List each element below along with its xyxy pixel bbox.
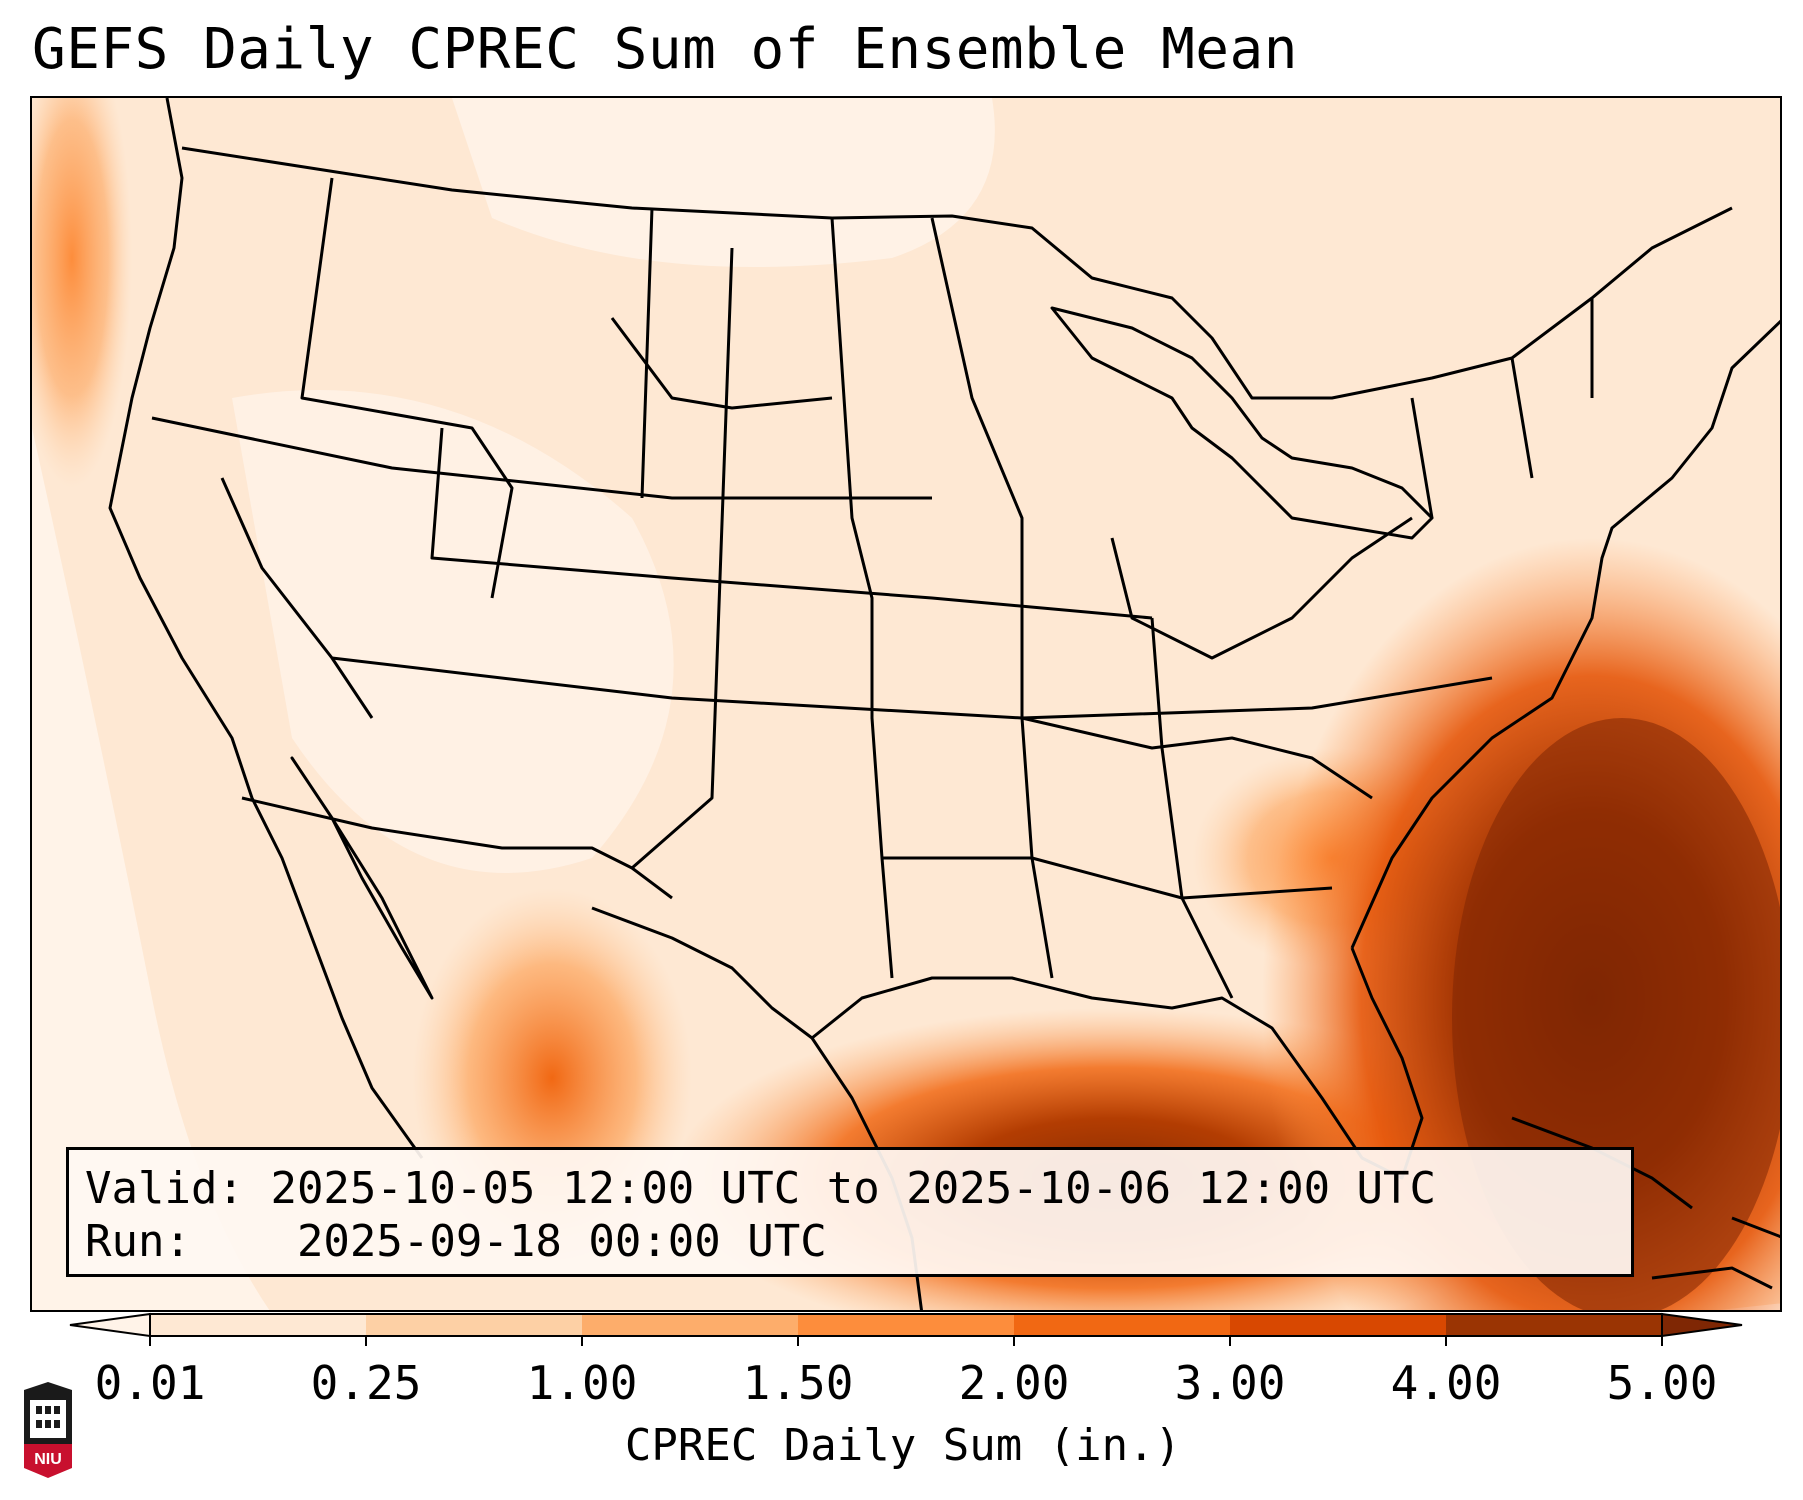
state-line-12	[882, 856, 1333, 900]
state-line-6	[631, 207, 734, 870]
pacific-light-field	[32, 428, 270, 1310]
east-coastline	[1350, 319, 1780, 949]
niu-logo: NIU	[24, 1382, 72, 1478]
colorbar-segments	[69, 1312, 1743, 1338]
colorbar-extend-high	[1661, 1312, 1743, 1338]
run-label: Run:	[85, 1216, 191, 1267]
university-tower-icon	[24, 1382, 72, 1478]
state-line-2	[151, 416, 932, 500]
colorbar-segment	[1230, 1314, 1446, 1336]
state-line-4	[430, 427, 1153, 620]
colorbar-segment	[366, 1314, 582, 1336]
pacific-nw-band	[32, 98, 132, 488]
map-boundaries	[108, 98, 1780, 1310]
colorbar-segment	[798, 1314, 1014, 1336]
colorbar-outline	[149, 1313, 1663, 1337]
colorbar-extend-low	[69, 1312, 151, 1338]
state-line-13	[1410, 298, 1594, 519]
colorbar-tick-label: 2.00	[958, 1356, 1070, 1410]
colorbar-tick-label: 4.00	[1390, 1356, 1502, 1410]
colorbar-tick-label: 0.01	[94, 1356, 206, 1410]
colorbar-segment	[582, 1314, 798, 1336]
colorbar	[69, 1312, 1743, 1346]
state-line-8	[930, 217, 1054, 979]
colorbar-tick-label: 1.00	[526, 1356, 638, 1410]
colorbar-segment	[1446, 1314, 1662, 1336]
state-line-14	[610, 317, 833, 410]
colorbar-tick-label: 0.25	[310, 1356, 422, 1410]
colorbar-segment	[150, 1314, 366, 1336]
run-time: 2025-09-18 00:00 UTC	[296, 1216, 827, 1267]
colorbar-tick-label: 1.50	[742, 1356, 854, 1410]
state-line-9	[1150, 617, 1234, 999]
north-light-field	[452, 98, 995, 267]
precipitation-map	[32, 98, 1780, 1310]
baja-peninsula-outline	[290, 756, 434, 1000]
us-canada-border	[181, 146, 1733, 400]
state-line-11	[1021, 716, 1373, 800]
map-panel[interactable]	[30, 96, 1782, 1312]
west-coastline	[108, 98, 424, 1159]
state-line-7	[830, 217, 894, 979]
valid-time-range: 2025-10-05 12:00 UTC to 2025-10-06 12:00…	[270, 1163, 1437, 1214]
west-light-field	[232, 390, 674, 873]
state-line-10	[1110, 516, 1413, 660]
great-lakes-outline	[1050, 306, 1434, 540]
state-line-1	[300, 177, 514, 599]
valid-label: Valid:	[85, 1163, 244, 1214]
colorbar-title: CPREC Daily Sum (in.)	[624, 1420, 1182, 1471]
logo-text: NIU	[34, 1451, 62, 1468]
valid-run-info-box: Valid: 2025-10-05 12:00 UTC to 2025-10-0…	[66, 1147, 1634, 1277]
map-title: GEFS Daily CPREC Sum of Ensemble Mean	[32, 17, 1298, 82]
colorbar-tick-label: 5.00	[1606, 1356, 1718, 1410]
state-line-3	[220, 477, 374, 719]
colorbar-tick-label: 3.00	[1174, 1356, 1286, 1410]
colorbar-ticks	[149, 1336, 1663, 1346]
us-mexico-border	[241, 796, 673, 900]
colorbar-segment	[1014, 1314, 1230, 1336]
